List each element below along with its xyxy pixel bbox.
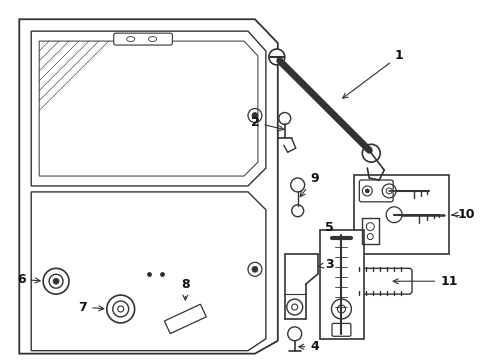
Text: 3: 3 (318, 258, 333, 271)
Circle shape (337, 305, 345, 313)
Circle shape (53, 278, 59, 284)
Circle shape (287, 327, 301, 341)
Text: 7: 7 (79, 301, 103, 314)
Text: 5: 5 (325, 221, 333, 234)
Text: 6: 6 (17, 273, 40, 286)
Circle shape (118, 306, 123, 312)
FancyBboxPatch shape (359, 180, 392, 202)
Text: 4: 4 (298, 340, 318, 353)
Circle shape (365, 189, 368, 193)
Text: 2: 2 (250, 116, 283, 131)
Text: 8: 8 (181, 278, 189, 300)
FancyBboxPatch shape (351, 268, 411, 294)
Text: 10: 10 (451, 208, 474, 221)
Circle shape (113, 301, 128, 317)
FancyBboxPatch shape (354, 175, 448, 255)
Circle shape (286, 299, 302, 315)
Circle shape (362, 144, 380, 162)
Circle shape (278, 113, 290, 125)
Circle shape (106, 295, 134, 323)
Text: 11: 11 (392, 275, 457, 288)
Circle shape (49, 274, 63, 288)
Text: 1: 1 (342, 49, 403, 98)
Text: 9: 9 (300, 171, 318, 197)
Circle shape (291, 205, 303, 217)
Circle shape (43, 268, 69, 294)
FancyBboxPatch shape (114, 33, 172, 45)
Circle shape (268, 49, 284, 65)
Circle shape (251, 113, 257, 118)
Circle shape (291, 304, 297, 310)
Circle shape (331, 299, 351, 319)
FancyBboxPatch shape (331, 323, 350, 336)
Polygon shape (164, 304, 206, 334)
Circle shape (290, 178, 304, 192)
Circle shape (251, 266, 257, 272)
FancyBboxPatch shape (319, 230, 364, 339)
